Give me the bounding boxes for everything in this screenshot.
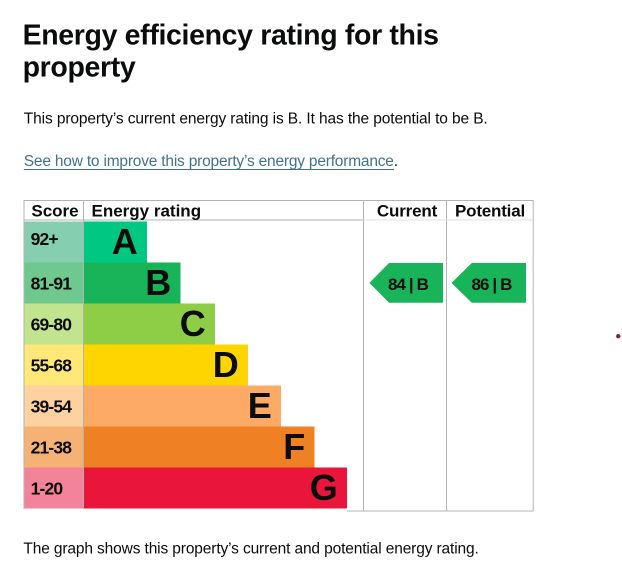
svg-text:Current: Current (377, 201, 438, 220)
svg-text:84 | B: 84 | B (388, 275, 429, 294)
svg-text:Energy efficiency rating for t: Energy efficiency rating for this (23, 19, 439, 51)
svg-text:B: B (145, 262, 171, 303)
svg-text:This property’s current energy: This property’s current energy rating is… (24, 110, 488, 127)
svg-text:D: D (213, 344, 239, 385)
svg-text:The graph shows this property’: The graph shows this property’s current … (23, 540, 478, 557)
svg-text:E: E (248, 385, 272, 426)
svg-text:C: C (180, 303, 206, 344)
svg-text:Energy rating: Energy rating (92, 201, 202, 220)
svg-text:92+: 92+ (31, 229, 59, 249)
svg-text:property: property (23, 51, 136, 83)
svg-text:55-68: 55-68 (31, 356, 73, 376)
svg-text:81-91: 81-91 (31, 274, 73, 294)
svg-text:See how to improve this proper: See how to improve this property’s energ… (24, 153, 398, 170)
svg-text:A: A (112, 221, 138, 262)
svg-text:86 | B: 86 | B (472, 275, 513, 294)
svg-text:21-38: 21-38 (31, 438, 73, 458)
svg-text:G: G (310, 467, 338, 508)
svg-text:69-80: 69-80 (31, 315, 73, 335)
svg-text:F: F (283, 426, 305, 467)
svg-text:1-20: 1-20 (31, 479, 64, 499)
svg-text:39-54: 39-54 (31, 397, 73, 417)
svg-text:Potential: Potential (455, 201, 525, 220)
svg-text:Score: Score (31, 201, 78, 220)
